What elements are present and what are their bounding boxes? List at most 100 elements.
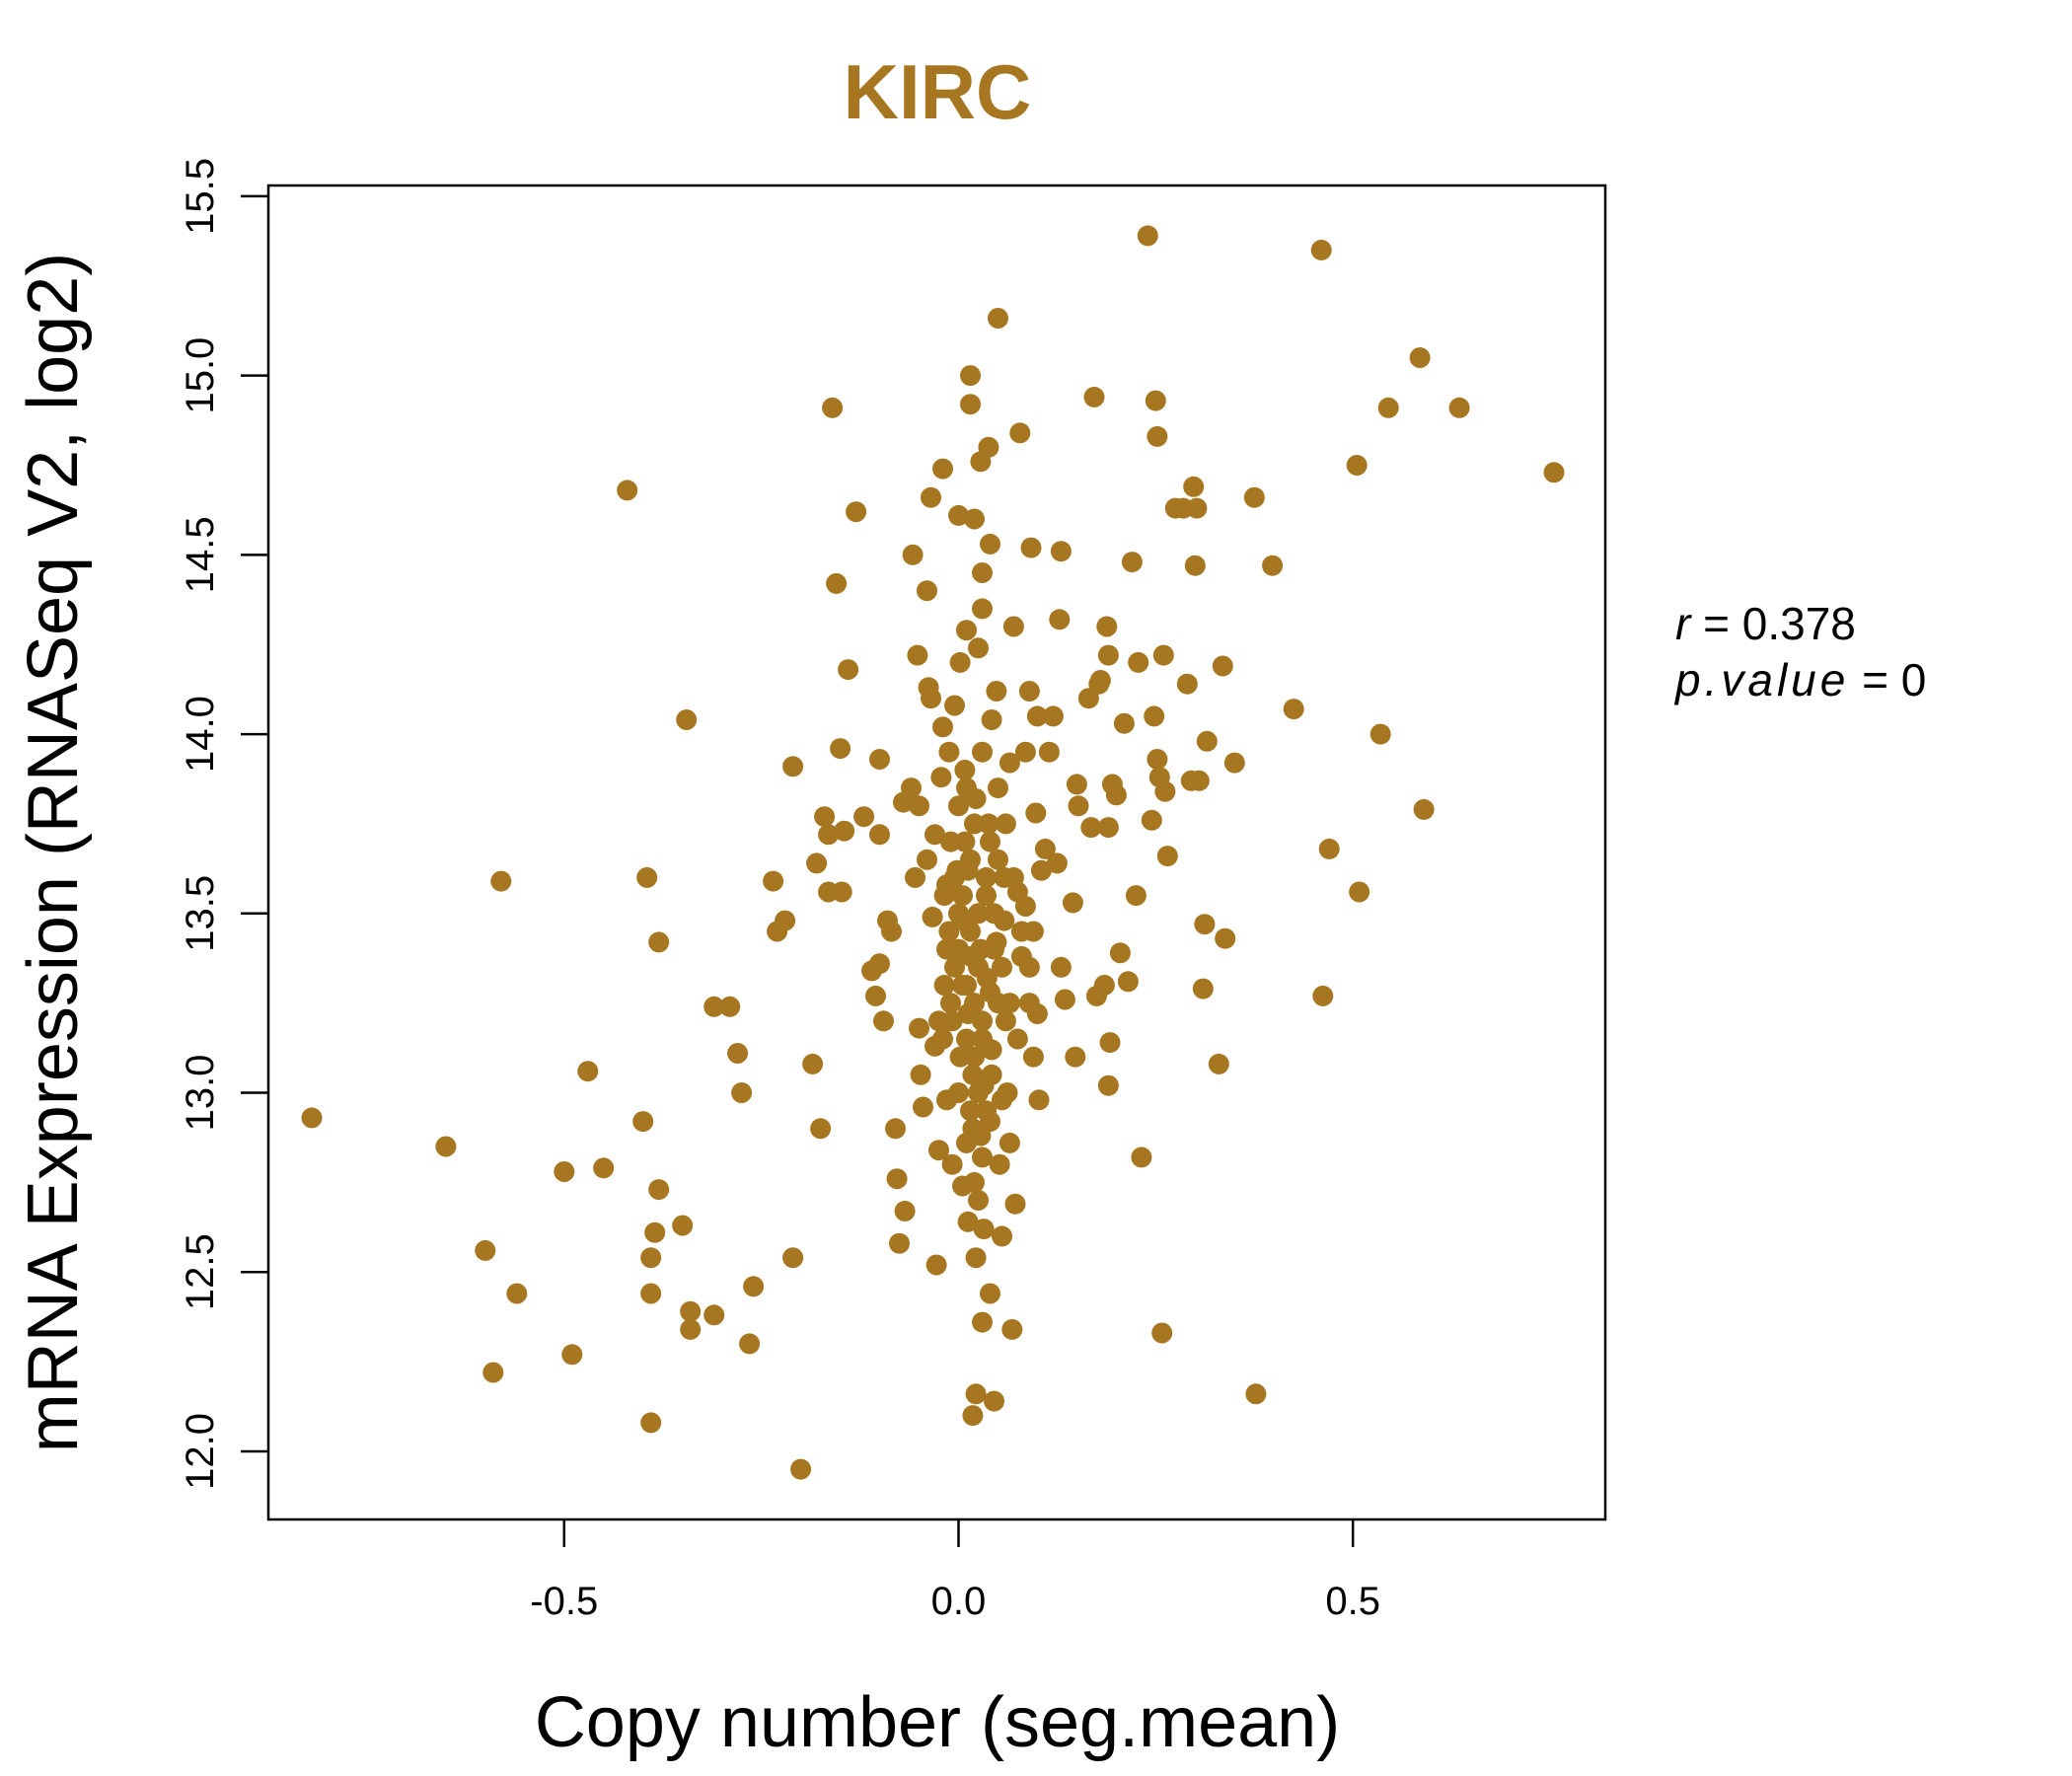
data-point bbox=[901, 777, 922, 799]
data-point bbox=[810, 1118, 832, 1140]
p-value: 0 bbox=[1901, 654, 1927, 705]
data-point bbox=[992, 1089, 1012, 1111]
data-point bbox=[921, 688, 941, 709]
data-point bbox=[1151, 1322, 1173, 1344]
data-point bbox=[782, 756, 804, 777]
data-point bbox=[976, 866, 997, 888]
x-axis-title: Copy number (seg.mean) bbox=[535, 1683, 1340, 1762]
data-point bbox=[964, 1171, 985, 1193]
data-point bbox=[949, 651, 971, 673]
data-point bbox=[941, 1153, 963, 1175]
data-point bbox=[1409, 347, 1431, 368]
data-point bbox=[1066, 774, 1087, 795]
data-point bbox=[1194, 914, 1216, 935]
plot-frame bbox=[266, 184, 1607, 1521]
data-point bbox=[1186, 497, 1208, 519]
data-point bbox=[435, 1136, 457, 1157]
data-point bbox=[930, 767, 952, 788]
data-point bbox=[989, 1153, 1010, 1175]
data-point bbox=[946, 859, 968, 881]
data-point bbox=[981, 1039, 1002, 1061]
data-point bbox=[972, 1311, 993, 1333]
data-point bbox=[978, 813, 999, 835]
data-point bbox=[1145, 390, 1166, 411]
data-point bbox=[1176, 673, 1198, 695]
data-point bbox=[593, 1157, 615, 1179]
data-point bbox=[1349, 881, 1370, 903]
stats-annotation: r = 0.378 p.value = 0 bbox=[1673, 598, 1926, 705]
data-point bbox=[636, 866, 658, 888]
data-point bbox=[881, 921, 902, 942]
data-point bbox=[941, 1010, 963, 1032]
data-point bbox=[1062, 892, 1083, 914]
data-point bbox=[1137, 225, 1158, 247]
data-point bbox=[869, 953, 890, 975]
data-point bbox=[907, 644, 928, 666]
data-point bbox=[956, 777, 977, 799]
data-point bbox=[981, 709, 1002, 730]
data-point bbox=[814, 806, 836, 828]
data-point bbox=[913, 1096, 933, 1118]
data-point bbox=[703, 996, 725, 1017]
data-point bbox=[617, 480, 638, 501]
data-point bbox=[917, 580, 937, 602]
data-point bbox=[1156, 846, 1178, 867]
data-point bbox=[869, 824, 890, 846]
r-equals: = bbox=[1690, 598, 1741, 649]
data-point bbox=[956, 1028, 977, 1050]
data-point bbox=[973, 1219, 995, 1240]
data-point bbox=[960, 1100, 981, 1122]
data-point bbox=[561, 1344, 583, 1366]
data-point bbox=[782, 1247, 804, 1269]
data-point bbox=[1083, 386, 1105, 407]
data-point bbox=[1080, 817, 1102, 839]
y-tick-label: 14.5 bbox=[179, 516, 222, 593]
data-point bbox=[1369, 723, 1391, 745]
data-point bbox=[999, 752, 1020, 774]
data-point bbox=[1093, 975, 1115, 996]
data-point bbox=[640, 1283, 662, 1304]
data-point bbox=[1141, 809, 1162, 831]
data-point bbox=[928, 1140, 949, 1161]
data-point bbox=[1448, 397, 1470, 418]
data-point bbox=[948, 504, 969, 526]
data-point bbox=[1025, 802, 1047, 824]
data-point bbox=[988, 777, 1008, 799]
data-point bbox=[1096, 616, 1118, 637]
data-point bbox=[1377, 397, 1399, 418]
data-point bbox=[980, 1283, 1000, 1304]
data-point bbox=[1196, 730, 1218, 752]
data-point bbox=[976, 967, 998, 989]
data-point bbox=[976, 885, 997, 907]
data-point bbox=[644, 1221, 666, 1243]
p-stat: p.value = 0 bbox=[1673, 654, 1926, 705]
data-point bbox=[1105, 784, 1127, 806]
y-tick-label: 13.0 bbox=[179, 1055, 222, 1132]
data-point bbox=[968, 637, 989, 659]
data-point bbox=[703, 1304, 725, 1326]
data-point bbox=[1022, 1046, 1044, 1068]
p-label: p.value bbox=[1673, 654, 1849, 705]
data-point bbox=[1010, 945, 1032, 967]
data-point bbox=[775, 910, 796, 931]
data-point bbox=[826, 572, 848, 594]
data-point bbox=[1014, 741, 1036, 763]
data-point bbox=[1144, 705, 1165, 727]
data-point bbox=[672, 1215, 694, 1236]
data-point bbox=[1030, 859, 1052, 881]
data-point bbox=[1068, 795, 1089, 817]
data-point bbox=[1054, 989, 1075, 1010]
data-point bbox=[1183, 476, 1205, 497]
data-point bbox=[1283, 699, 1304, 720]
data-point bbox=[999, 1132, 1020, 1153]
data-point bbox=[1121, 552, 1143, 573]
r-label: r bbox=[1675, 598, 1692, 649]
data-points bbox=[301, 225, 1565, 1480]
data-point bbox=[680, 1318, 702, 1340]
data-point bbox=[1022, 921, 1044, 942]
data-point bbox=[1018, 681, 1040, 702]
data-point bbox=[1065, 1046, 1086, 1068]
data-point bbox=[1001, 1318, 1023, 1340]
data-point bbox=[921, 486, 941, 508]
y-tick-label: 12.0 bbox=[179, 1413, 222, 1490]
